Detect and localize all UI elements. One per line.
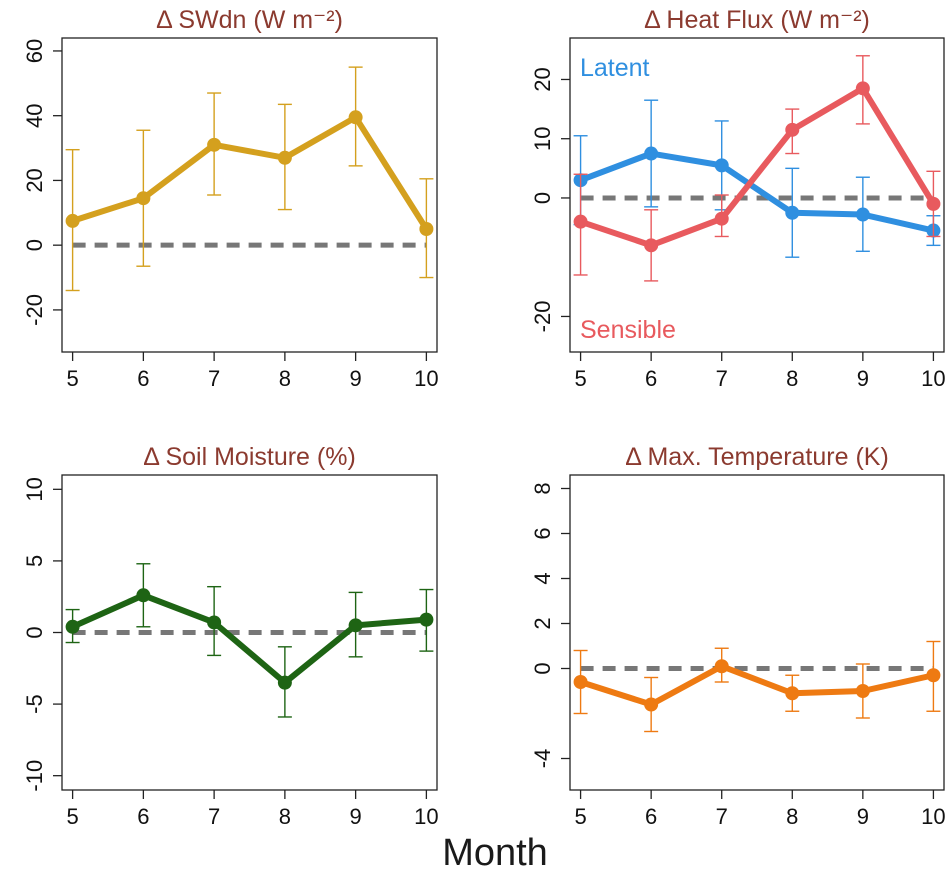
panel-4-y-tick-label: 8	[530, 482, 555, 494]
panel-2-y-tick-label: 0	[530, 192, 555, 204]
panel-3-series-1-point	[277, 675, 292, 690]
panel-4-series-1-point	[573, 675, 588, 689]
panel-1-x-tick-label: 8	[279, 366, 291, 391]
panel-1-series-1-point	[277, 150, 292, 165]
panel-2-series-1-point	[644, 146, 659, 161]
panel-4-x-tick-label: 8	[786, 804, 798, 829]
panel-4-series-1-point	[926, 668, 941, 683]
panel-2-x-tick-label: 10	[921, 366, 945, 391]
panel-2-y-tick-label: 20	[530, 67, 555, 91]
panel-2-series-1-point	[785, 205, 800, 220]
panel-3-y-tick-label: 5	[22, 555, 47, 567]
panel-4-y-tick-label: 6	[530, 527, 555, 539]
panel-1-series-1-point	[65, 213, 80, 228]
panel-1-series-1-line	[69, 114, 430, 232]
panel-3-series-1-point	[65, 619, 80, 634]
x-axis-label: Month	[442, 832, 548, 874]
panel-2-plot-frame	[569, 37, 945, 353]
panel-3-y-tick-label: -5	[22, 694, 47, 714]
panel-1-title: Δ SWdn (W m⁻²)	[156, 6, 343, 34]
panel-2-annotation: Sensible	[580, 316, 676, 344]
panel-1-y-tick-label: -20	[22, 294, 47, 326]
panel-4-y-tick-label: 4	[530, 572, 555, 584]
panel-4-x-tick-label: 5	[574, 804, 586, 829]
panel-3-series-1-line	[69, 592, 430, 686]
panel-2-series-1-line	[577, 150, 937, 234]
panel-2-x-tick-label: 5	[574, 366, 586, 391]
panel-2-y-tick-label: -20	[530, 301, 555, 333]
panel-1-series-1-point	[136, 191, 151, 206]
panel-1-series-1-point	[207, 137, 222, 152]
panel-2-series-2-point	[785, 122, 800, 137]
panel-2-x-tick-label: 7	[716, 366, 728, 391]
panel-2-title: Δ Heat Flux (W m⁻²)	[644, 6, 870, 34]
panel-3-y-tick-label: 10	[22, 477, 47, 501]
panel-1-series-1-point	[348, 110, 363, 125]
panel-1-x-tick-label: 5	[66, 366, 78, 391]
panel-2-x-tick-label: 6	[645, 366, 657, 391]
panel-3-y-tick-label: -10	[22, 760, 47, 792]
panel-4-x-tick-label: 9	[857, 804, 869, 829]
panel-1-y-tick-label: 20	[22, 168, 47, 192]
panel-4-y-tick-label: 0	[530, 662, 555, 674]
panel-3-x-tick-label: 6	[137, 804, 149, 829]
panel-2-series-2-point	[573, 214, 588, 229]
panel-2-y-tick-label: 10	[530, 126, 555, 150]
panel-1-x-tick-label: 9	[350, 366, 362, 391]
panel-4-series-1-point	[785, 686, 800, 701]
panel-4-x-tick-label: 10	[921, 804, 945, 829]
panel-2-series-2-point	[644, 238, 659, 253]
panel-4-series-1-point	[855, 684, 870, 698]
panel-1-plot-frame	[61, 37, 438, 353]
panel-3-series-1-point	[419, 612, 434, 627]
panel-2-annotation: Latent	[580, 54, 650, 82]
panel-1-y-tick-label: 40	[22, 103, 47, 127]
panel-3-series-1-point	[348, 618, 363, 633]
panel-3-series-1-point	[136, 588, 151, 603]
panel-2-series-1-point	[714, 158, 729, 173]
panel-4-y-tick-label: 2	[530, 617, 555, 629]
panel-3-x-tick-label: 5	[66, 804, 78, 829]
panel-1-x-tick-label: 6	[137, 366, 149, 391]
panel-4-x-tick-label: 6	[645, 804, 657, 829]
panel-3-x-tick-label: 9	[350, 804, 362, 829]
panel-4-series-1-line	[577, 663, 937, 708]
panel-4-title: Δ Max. Temperature (K)	[625, 443, 889, 471]
panel-2-series-1-point	[855, 207, 870, 222]
panel-2-series-2-point	[926, 196, 941, 211]
panel-2-x-tick-label: 9	[857, 366, 869, 391]
panel-1-x-tick-label: 7	[208, 366, 220, 391]
panel-1-series-1-point	[419, 221, 434, 236]
panel-3-series-1-point	[207, 615, 222, 630]
panel-3-x-tick-label: 7	[208, 804, 220, 829]
panel-3-x-tick-label: 8	[279, 804, 291, 829]
panel-4-series-1-point	[714, 659, 729, 674]
panel-2-series-2-point	[855, 81, 870, 96]
panel-3-title: Δ Soil Moisture (%)	[143, 443, 356, 471]
panel-1-x-tick-label: 10	[414, 366, 438, 391]
panel-3-x-tick-label: 10	[414, 804, 438, 829]
panel-4-x-tick-label: 7	[716, 804, 728, 829]
panel-1-y-tick-label: 60	[22, 39, 47, 63]
panel-2-series-2-line	[577, 85, 937, 249]
panel-2-x-tick-label: 8	[786, 366, 798, 391]
panel-3-y-tick-label: 0	[22, 626, 47, 638]
panel-4-series-1-point	[644, 697, 659, 712]
panel-2-series-2-point	[714, 211, 729, 226]
panel-4-y-tick-label: -4	[530, 749, 555, 769]
panel-4-plot-frame	[569, 474, 945, 791]
panel-1-y-tick-label: 0	[22, 239, 47, 251]
